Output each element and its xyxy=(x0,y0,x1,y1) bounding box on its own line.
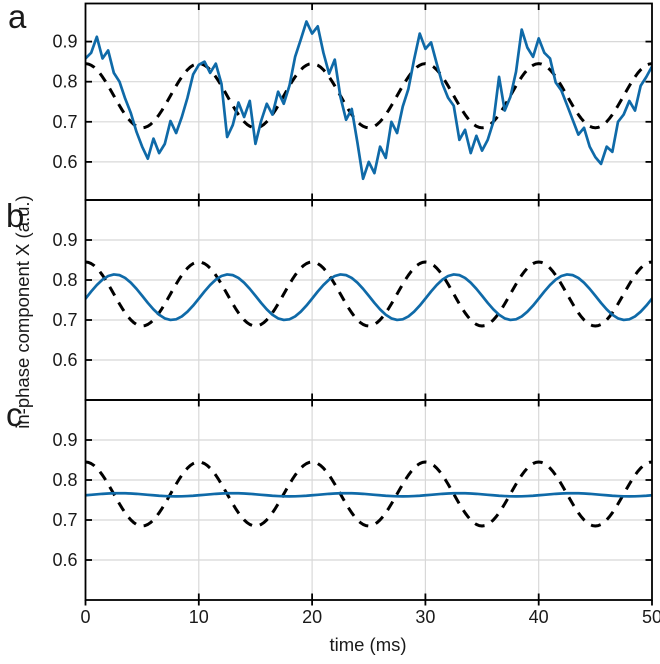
y-tick-label: 0.7 xyxy=(52,510,77,530)
panel-label-b: b xyxy=(6,197,24,234)
panel-label-c: c xyxy=(6,396,23,433)
panel-c: 0.6 0.7 0.8 0.9 xyxy=(52,399,653,601)
x-tick-label: 0 xyxy=(80,607,90,627)
y-tick-label: 0.8 xyxy=(52,270,77,290)
reference-curve xyxy=(85,260,652,328)
y-tick-label: 0.6 xyxy=(52,550,77,570)
panel-border xyxy=(84,399,653,601)
y-tick-label: 0.7 xyxy=(52,112,77,132)
panel-b: 0.6 0.7 0.8 0.9 xyxy=(52,199,653,401)
x-tick-label: 40 xyxy=(529,607,549,627)
y-tick-label: 0.9 xyxy=(52,430,77,450)
x-axis-label: time (ms) xyxy=(329,634,406,655)
y-tick-label: 0.6 xyxy=(52,152,77,172)
signal-curve xyxy=(85,491,652,498)
panel-border xyxy=(84,199,653,401)
x-tick-label: 50 xyxy=(642,607,660,627)
y-tick-label: 0.9 xyxy=(52,230,77,250)
x-tick-label: 20 xyxy=(302,607,322,627)
y-tick-label: 0.8 xyxy=(52,470,77,490)
y-axis-label: in-phase component X (a.u.) xyxy=(12,195,33,428)
panel-a: 0.6 0.7 0.8 0.9 xyxy=(52,2,653,201)
reference-curve xyxy=(85,460,652,528)
plot-area: 0.6 0.7 0.8 0.9 0.6 0.7 0.8 0.9 0.6 0.7 0.8 0.9 0 10 2… xyxy=(52,2,660,627)
y-tick-label: 0.7 xyxy=(52,310,77,330)
signal-curve xyxy=(85,273,652,322)
reference-curve xyxy=(85,62,652,130)
x-tick-label: 10 xyxy=(189,607,209,627)
x-tick-label: 30 xyxy=(415,607,435,627)
signal-curve xyxy=(85,20,652,181)
y-tick-label: 0.8 xyxy=(52,72,77,92)
y-tick-label: 0.9 xyxy=(52,32,77,52)
panel-label-a: a xyxy=(8,0,27,35)
x-axis: 0 10 20 30 40 50 xyxy=(80,600,660,627)
y-tick-label: 0.6 xyxy=(52,350,77,370)
